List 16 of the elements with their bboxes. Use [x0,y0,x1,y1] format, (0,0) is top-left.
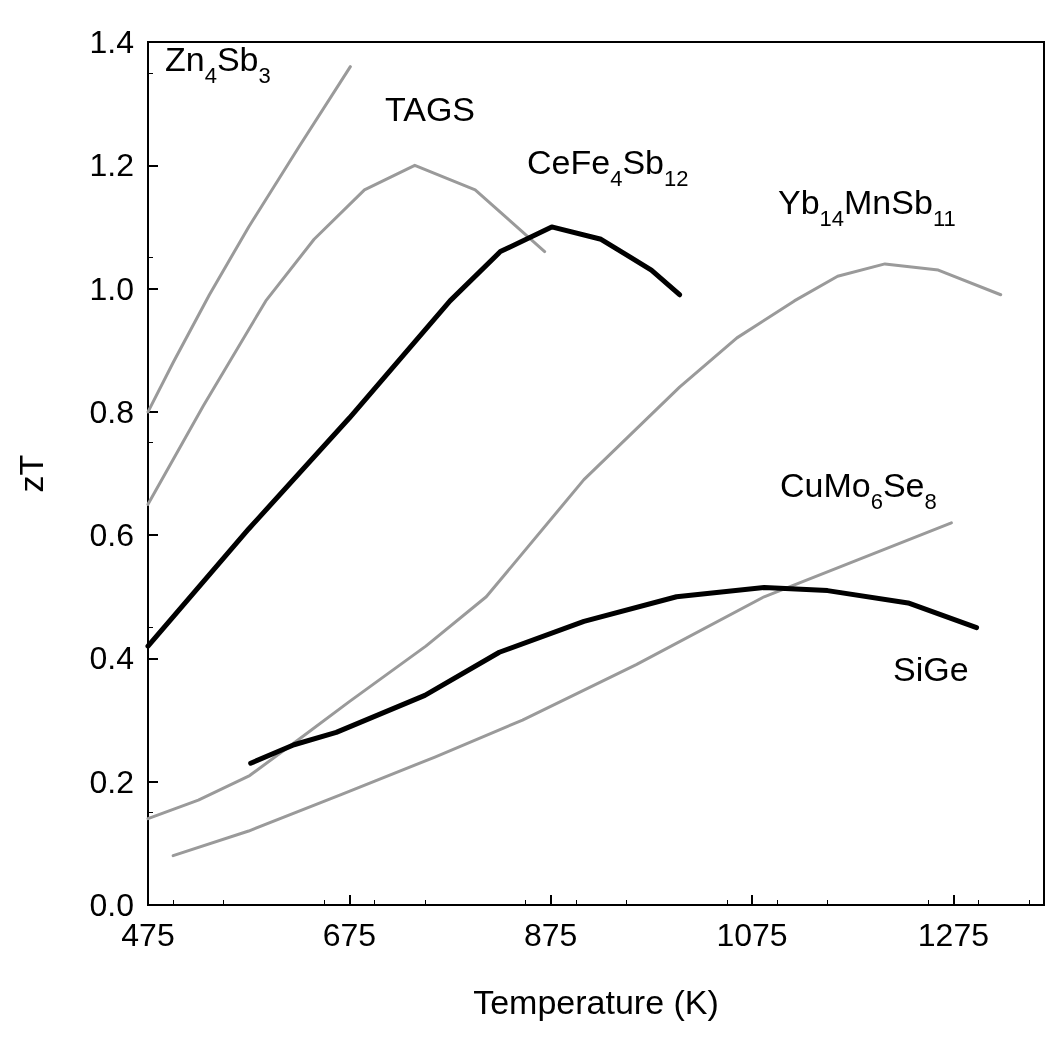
line-series [146,262,1003,821]
x-tick-label: 1275 [917,917,989,953]
y-tick-label: 0.4 [89,640,134,677]
x-axis-title: Temperature (K) [473,983,719,1021]
y-tick-label: 1.4 [89,24,134,60]
y-tick-label: 1.0 [89,270,134,307]
y-tick-label: 1.2 [89,147,134,184]
y-tick-label: 0.8 [89,393,134,430]
y-tick-label: 0.6 [89,517,134,554]
y-axis-title: zT [12,454,50,493]
series-label: SiGe [893,650,969,688]
x-tick-label: 675 [322,917,377,953]
series-label: TAGS [385,90,476,128]
x-tick-label: 1075 [716,917,788,953]
y-tick-label: 0.2 [89,763,134,800]
x-tick-label: 875 [524,917,578,953]
